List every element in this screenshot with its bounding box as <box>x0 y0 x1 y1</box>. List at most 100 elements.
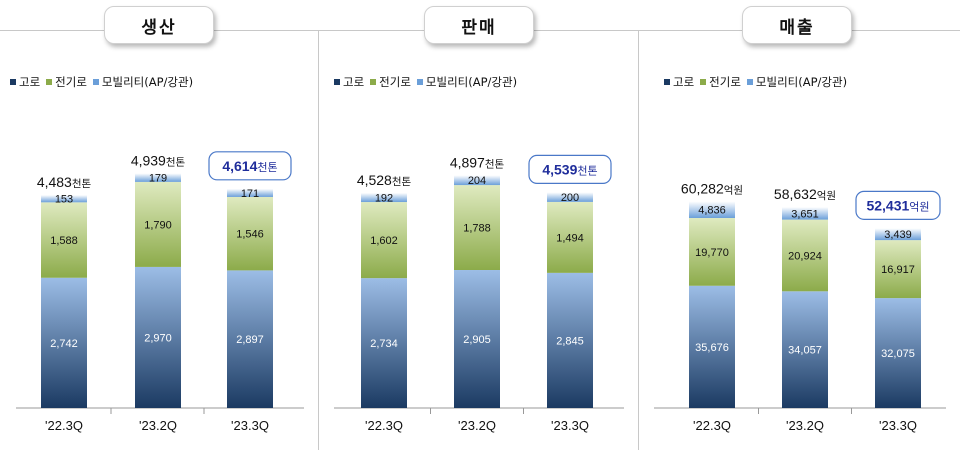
bar-segment-electric <box>689 218 735 286</box>
bar-value-label: 2,970 <box>144 332 172 344</box>
total-label: 4,614천톤 <box>222 158 277 174</box>
highlight-total-box <box>208 151 292 181</box>
highlight-total-box <box>855 190 941 220</box>
legend-item-mobility: 모빌리티(AP/강관) <box>746 74 847 90</box>
highlight-total-box <box>528 154 612 184</box>
legend-sales: 고로 전기로 모빌리티(AP/강관) <box>334 74 523 90</box>
legend-label-mobility: 모빌리티(AP/강관) <box>425 75 518 89</box>
legend-swatch-blast <box>334 79 340 85</box>
bar-segment-blast <box>361 278 407 408</box>
bar-segment-mobility <box>135 173 181 182</box>
category-label: '23.2Q <box>458 418 496 433</box>
panel-title-revenue: 매출 <box>742 6 852 44</box>
total-unit: 억원 <box>817 190 836 202</box>
category-label: '22.3Q <box>45 418 83 433</box>
legend-label-blast: 고로 <box>343 75 365 89</box>
total-unit: 억원 <box>909 200 929 213</box>
bar-segment-mobility <box>547 192 593 202</box>
total-value: 4,483 <box>37 174 72 190</box>
total-label: 4,939천톤 <box>131 152 186 168</box>
bar-segment-blast <box>41 277 87 408</box>
legend-label-electric: 전기로 <box>379 75 411 89</box>
bar-segment-blast <box>875 298 921 408</box>
bar-value-label: 34,057 <box>788 345 822 357</box>
bar-value-label: 20,924 <box>788 250 822 262</box>
total-label: 52,431억원 <box>866 197 929 213</box>
bar-value-label: 4,836 <box>698 205 726 217</box>
total-value: 4,539 <box>542 161 577 177</box>
legend-item-blast: 고로 <box>664 74 694 90</box>
total-label: 58,632억원 <box>774 186 836 202</box>
legend-swatch-electric <box>46 79 53 85</box>
legend-label-blast: 고로 <box>673 75 695 89</box>
bar-segment-blast <box>782 291 828 408</box>
legend-label-electric: 전기로 <box>55 75 87 89</box>
legend-swatch-blast <box>664 79 670 85</box>
category-label: '23.2Q <box>786 418 824 433</box>
bar-segment-electric <box>41 202 87 278</box>
legend-item-electric: 전기로 <box>700 74 741 90</box>
category-label: '23.2Q <box>139 418 177 433</box>
legend-label-blast: 고로 <box>19 75 41 89</box>
total-unit: 천톤 <box>72 178 92 190</box>
bar-segment-electric <box>454 185 500 271</box>
legend-item-mobility: 모빌리티(AP/강관) <box>416 74 518 90</box>
bar-segment-electric <box>547 201 593 273</box>
total-label: 4,528천톤 <box>357 172 412 188</box>
total-value: 4,939 <box>131 152 166 168</box>
total-label: 4,483천톤 <box>37 174 92 190</box>
bar-value-label: 2,845 <box>556 335 584 347</box>
bar-value-label: 35,676 <box>695 342 729 354</box>
category-label: '23.3Q <box>231 418 269 433</box>
bar-value-label: 1,602 <box>370 235 398 247</box>
bar-value-label: 2,734 <box>370 338 398 350</box>
bar-value-label: 1,546 <box>236 229 264 241</box>
legend-label-electric: 전기로 <box>709 75 741 89</box>
total-label: 4,539천톤 <box>542 161 597 177</box>
bar-value-label: 2,897 <box>236 334 264 346</box>
bar-value-label: 1,494 <box>556 232 584 244</box>
bar-segment-mobility <box>875 228 921 241</box>
total-label: 60,282억원 <box>681 180 743 196</box>
bar-segment-blast <box>454 270 500 408</box>
bar-segment-mobility <box>361 192 407 203</box>
bar-value-label: 200 <box>561 192 579 204</box>
total-unit: 억원 <box>724 184 743 196</box>
panel-divider-1 <box>318 30 319 450</box>
bar-segment-electric <box>782 219 828 292</box>
bar-value-label: 32,075 <box>881 348 915 360</box>
legend-item-electric: 전기로 <box>370 74 411 90</box>
legend-swatch-mobility <box>416 79 423 85</box>
panel-divider-2 <box>638 30 639 450</box>
bar-value-label: 16,917 <box>881 264 915 276</box>
bar-value-label: 3,439 <box>884 229 912 241</box>
legend-swatch-blast <box>10 79 16 85</box>
category-label: '23.3Q <box>879 418 917 433</box>
legend-item-blast: 고로 <box>334 74 364 90</box>
bar-segment-electric <box>135 181 181 267</box>
bar-segment-mobility <box>227 188 273 197</box>
legend-swatch-mobility <box>92 79 99 85</box>
bar-value-label: 153 <box>55 194 73 206</box>
legend-production: 고로 전기로 모빌리티(AP/강관) <box>10 74 199 90</box>
bar-value-label: 192 <box>375 192 393 204</box>
total-value: 4,897 <box>450 154 485 170</box>
bar-segment-mobility <box>782 207 828 220</box>
total-unit: 천톤 <box>392 176 412 188</box>
total-unit: 천톤 <box>257 160 277 174</box>
legend-swatch-electric <box>700 79 707 85</box>
bar-value-label: 171 <box>241 188 259 200</box>
total-label: 4,897천톤 <box>450 154 505 170</box>
total-value: 4,528 <box>357 172 392 188</box>
bar-value-label: 204 <box>468 175 486 187</box>
bar-segment-electric <box>875 240 921 299</box>
bar-value-label: 1,788 <box>463 223 491 235</box>
legend-item-blast: 고로 <box>10 74 40 90</box>
legend-swatch-electric <box>370 79 377 85</box>
bar-segment-blast <box>227 270 273 408</box>
bar-value-label: 3,651 <box>791 208 819 220</box>
total-unit: 천톤 <box>577 163 597 177</box>
legend-revenue: 고로 전기로 모빌리티(AP/강관) <box>664 74 853 90</box>
